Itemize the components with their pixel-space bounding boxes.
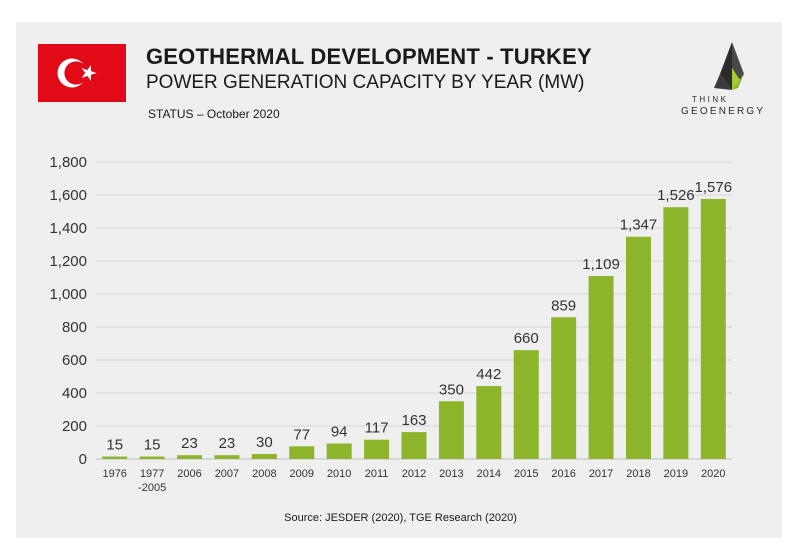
x-tick-label: 2011	[365, 468, 389, 480]
y-tick-label: 400	[62, 385, 87, 402]
bar	[326, 443, 352, 459]
x-tick-label: 2007	[215, 468, 239, 480]
chart-subtitle: POWER GENERATION CAPACITY BY YEAR (MW)	[146, 72, 585, 93]
bar	[700, 198, 726, 459]
bar	[364, 439, 390, 459]
data-label: 1,109	[582, 256, 620, 273]
x-tick-label: -2005	[138, 482, 166, 494]
x-tick-label: 2014	[477, 468, 501, 480]
y-tick-label: 200	[62, 418, 87, 435]
data-label: 15	[106, 437, 123, 454]
y-tick-label: 1,600	[49, 187, 87, 204]
x-tick-label: 2015	[514, 468, 538, 480]
x-tick-label: 2019	[664, 468, 688, 480]
data-label: 442	[476, 366, 501, 383]
turkey-flag-icon	[38, 44, 126, 102]
chart-title: GEOTHERMAL DEVELOPMENT - TURKEY	[146, 44, 592, 69]
bar	[139, 456, 165, 459]
x-tick-label: 2018	[626, 468, 650, 480]
y-tick-label: 1,400	[49, 220, 87, 237]
bar	[551, 317, 577, 459]
bar	[289, 446, 315, 459]
bar	[401, 432, 427, 459]
bar	[588, 276, 614, 459]
y-tick-label: 600	[62, 352, 87, 369]
bar	[214, 455, 240, 459]
x-tick-label: 2012	[402, 468, 426, 480]
data-label: 23	[219, 435, 236, 452]
data-label: 660	[514, 330, 539, 347]
x-tick-label: 2008	[252, 468, 276, 480]
x-tick-label: 2020	[701, 468, 725, 480]
x-tick-label: 2017	[589, 468, 613, 480]
x-tick-label: 2010	[327, 468, 351, 480]
data-label: 30	[256, 434, 273, 451]
y-tick-label: 1,200	[49, 253, 87, 270]
data-label: 23	[181, 435, 198, 452]
x-tick-label: 1976	[102, 468, 126, 480]
y-tick-label: 1,800	[49, 154, 87, 171]
logo-text-geoenergy: GEOENERGY	[681, 106, 766, 117]
y-tick-label: 1,000	[49, 286, 87, 303]
data-label: 15	[144, 437, 161, 454]
bar	[177, 455, 203, 459]
bar	[476, 386, 502, 459]
x-tick-label: 2016	[551, 468, 575, 480]
chart-panel	[16, 22, 782, 538]
y-tick-label: 0	[79, 451, 87, 468]
bar	[102, 456, 128, 459]
source-note: Source: JESDER (2020), TGE Research (202…	[284, 512, 517, 524]
x-tick-label: 2006	[177, 468, 201, 480]
status-note: STATUS – October 2020	[148, 107, 280, 121]
bar	[438, 401, 464, 459]
data-label: 859	[551, 297, 576, 314]
data-label: 163	[401, 412, 426, 429]
data-label: 1,526	[657, 187, 695, 204]
data-label: 1,347	[620, 217, 658, 234]
bar	[625, 236, 651, 459]
data-label: 117	[365, 420, 389, 437]
data-label: 350	[439, 381, 464, 398]
data-label: 77	[293, 426, 310, 443]
bar	[663, 207, 689, 459]
x-tick-label: 1977	[140, 468, 164, 480]
data-label: 1,576	[695, 179, 733, 196]
think-geoenergy-logo-icon	[714, 42, 744, 90]
bar	[251, 454, 277, 459]
y-tick-label: 800	[62, 319, 87, 336]
logo-text-think: THINK	[692, 95, 729, 104]
x-tick-label: 2009	[290, 468, 314, 480]
data-label: 94	[331, 423, 348, 440]
bar	[513, 350, 539, 459]
x-tick-label: 2013	[439, 468, 463, 480]
